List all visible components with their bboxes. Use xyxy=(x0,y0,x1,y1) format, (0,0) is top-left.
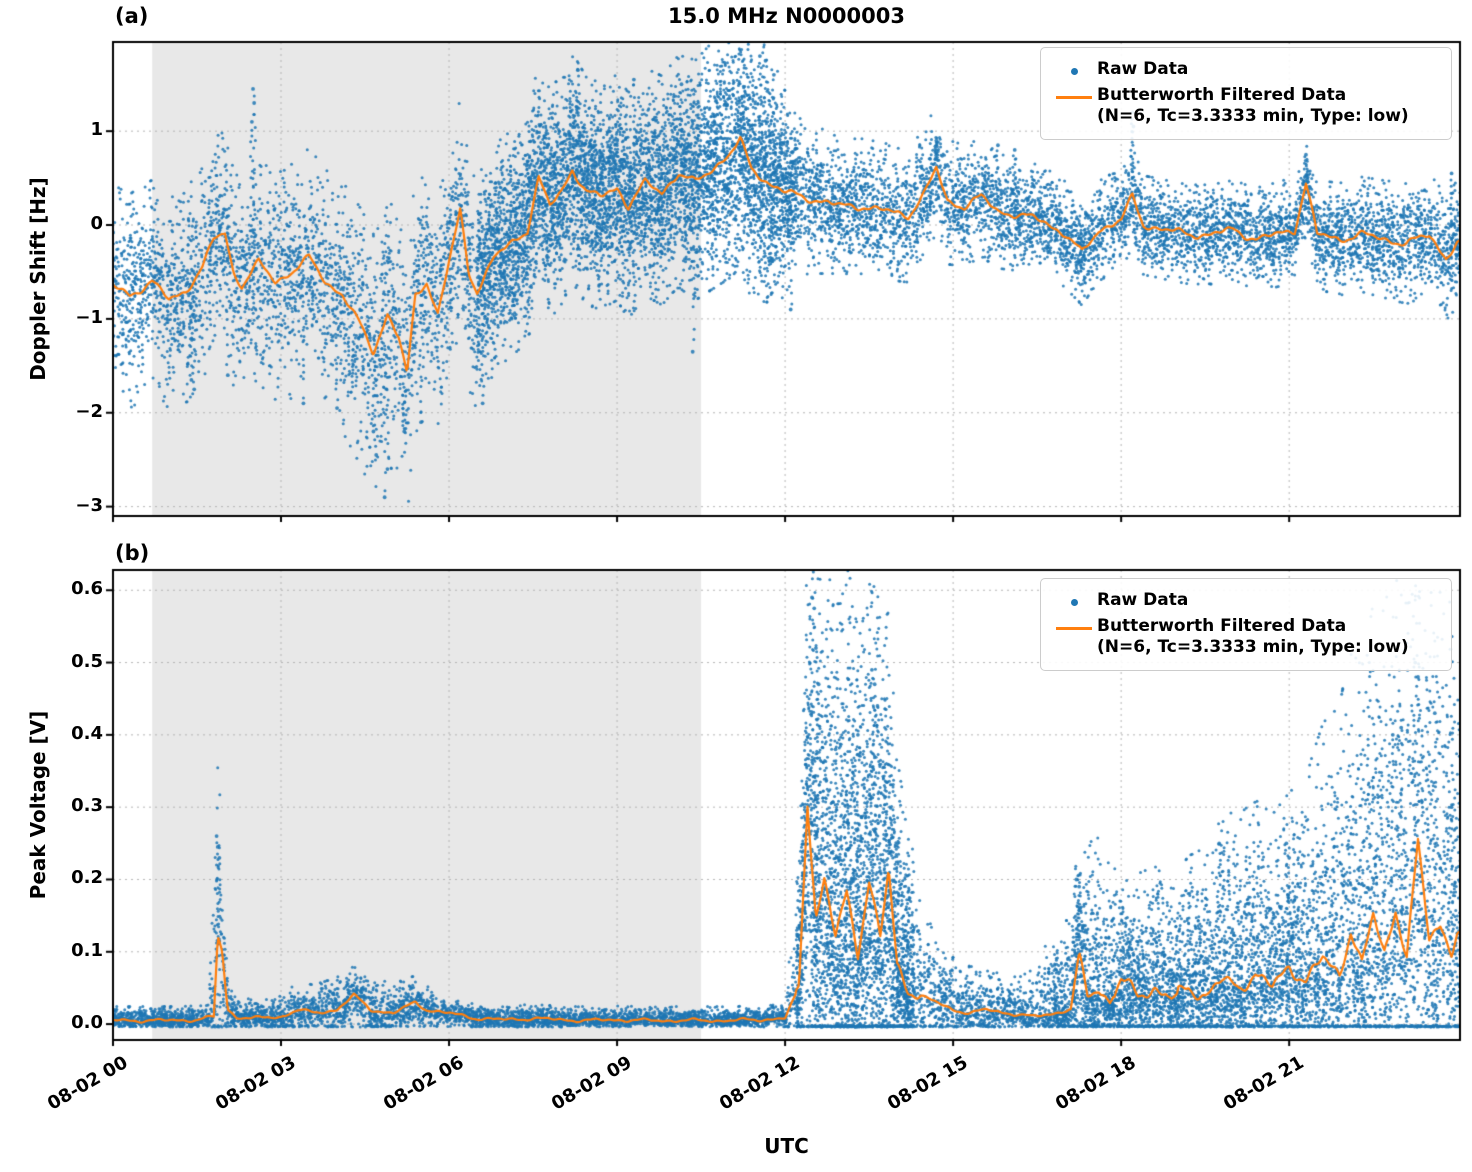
filtered-line-marker-icon xyxy=(1056,95,1092,99)
y-tick-label: 0.1 xyxy=(71,939,103,961)
y-tick-label: 0.5 xyxy=(71,650,103,672)
y-tick-label: 0.3 xyxy=(71,795,103,817)
raw-data-marker-icon xyxy=(1070,67,1078,75)
legend-entry-filtered: Butterworth Filtered Data (N=6, Tc=3.333… xyxy=(1051,85,1441,128)
legend-entry-filtered: Butterworth Filtered Data (N=6, Tc=3.333… xyxy=(1051,616,1441,659)
filtered-line-marker-icon xyxy=(1056,626,1092,630)
y-tick-label: 0.0 xyxy=(71,1012,103,1034)
y-tick-label: 1 xyxy=(90,119,103,141)
y-axis-label-doppler: Doppler Shift [Hz] xyxy=(26,177,50,381)
x-axis-label: UTC xyxy=(764,1134,809,1158)
y-tick-label: −2 xyxy=(75,400,103,422)
legend-filtered-label: Butterworth Filtered Data xyxy=(1097,85,1347,105)
legend-raw-label: Raw Data xyxy=(1097,59,1189,79)
panel-a-letter: (a) xyxy=(115,4,149,28)
raw-data-marker-icon xyxy=(1070,598,1078,606)
panel-b-letter: (b) xyxy=(115,541,150,565)
y-tick-label: 0.6 xyxy=(71,578,103,600)
y-tick-label: 0 xyxy=(90,213,103,235)
y-tick-label: −1 xyxy=(75,306,103,328)
legend-filtered-params: (N=6, Tc=3.3333 min, Type: low) xyxy=(1097,106,1409,127)
legend-entry-raw: Raw Data xyxy=(1051,59,1441,83)
legend-raw-label: Raw Data xyxy=(1097,590,1189,610)
legend-filtered-params: (N=6, Tc=3.3333 min, Type: low) xyxy=(1097,637,1409,658)
legend-panel-a: Raw Data Butterworth Filtered Data (N=6,… xyxy=(1040,47,1452,140)
legend-filtered-label: Butterworth Filtered Data xyxy=(1097,616,1347,636)
chart-title: 15.0 MHz N0000003 xyxy=(668,4,905,28)
y-tick-label: −3 xyxy=(75,494,103,516)
y-tick-label: 0.2 xyxy=(71,867,103,889)
legend-entry-raw: Raw Data xyxy=(1051,590,1441,614)
y-tick-label: 0.4 xyxy=(71,722,103,744)
legend-panel-b: Raw Data Butterworth Filtered Data (N=6,… xyxy=(1040,578,1452,671)
